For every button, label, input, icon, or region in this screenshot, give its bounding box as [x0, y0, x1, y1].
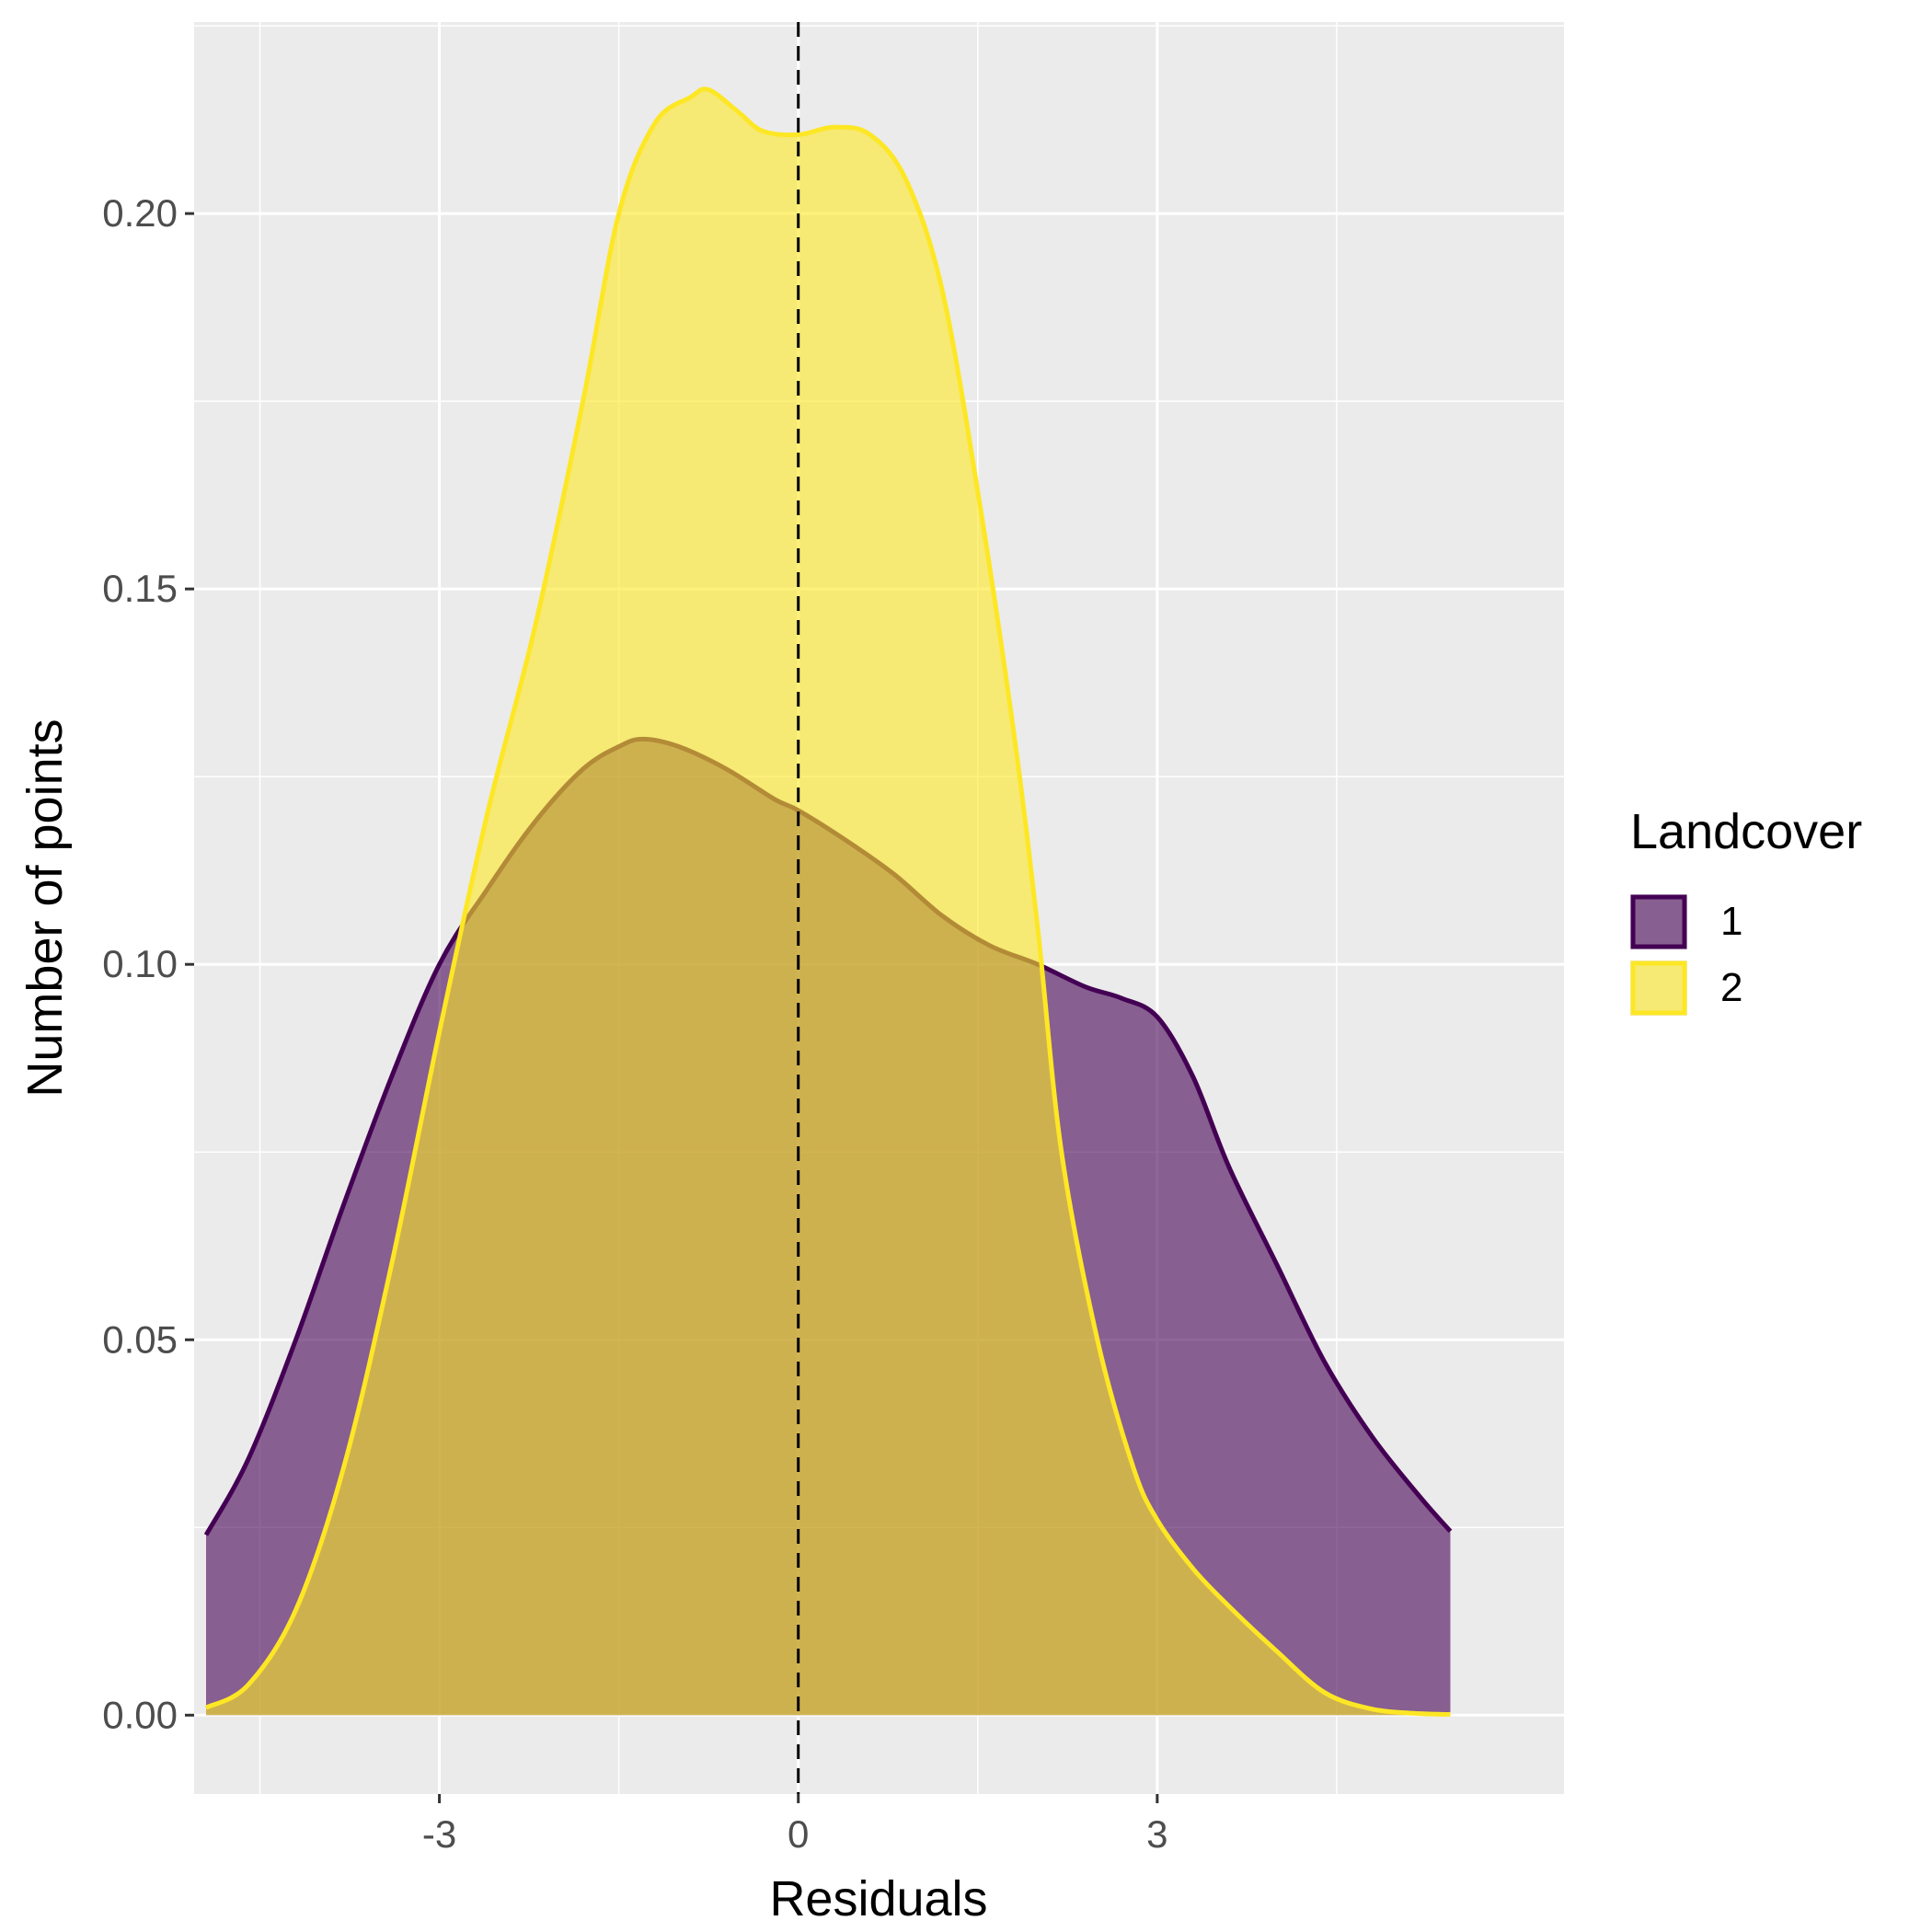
series-2-area — [206, 88, 1451, 1716]
y-tick-label: 0.05 — [102, 1317, 178, 1361]
series-2-line — [204, 86, 1451, 1717]
x-axis-title: Residuals — [769, 1871, 987, 1926]
x-tick-label: 3 — [1146, 1812, 1167, 1856]
y-tick-label: 0.15 — [102, 567, 178, 610]
legend-item-2: 2 — [1630, 960, 1742, 1016]
y-tick-label: 0.10 — [102, 942, 178, 985]
legend-label: 2 — [1720, 965, 1742, 1010]
x-tick-label: 0 — [788, 1812, 809, 1856]
y-tick-label: 0.00 — [102, 1693, 178, 1736]
legend-label: 1 — [1720, 899, 1742, 944]
x-tick-label: -3 — [422, 1812, 456, 1856]
legend-key-swatch — [1630, 960, 1687, 1016]
legend-key-swatch — [1630, 894, 1687, 949]
y-tick-label: 0.20 — [102, 191, 178, 235]
series-2-density — [204, 86, 1451, 1717]
legend: Landcover 12 — [1630, 804, 1862, 1016]
x-axis: -3 0 3 — [422, 1794, 1168, 1856]
series-layer — [203, 86, 1453, 1717]
y-axis-title: Number of points — [17, 719, 73, 1097]
legend-title: Landcover — [1630, 804, 1862, 859]
y-axis: 0.00 0.05 0.10 0.15 0.20 — [102, 191, 194, 1736]
legend-item-1: 1 — [1630, 894, 1742, 949]
legend-items: 12 — [1630, 894, 1742, 1016]
